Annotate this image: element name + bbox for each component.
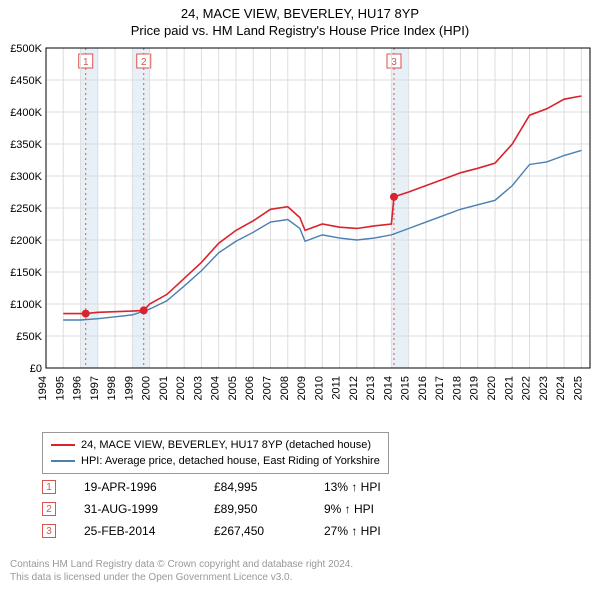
sale-date: 25-FEB-2014 bbox=[84, 524, 214, 538]
svg-text:2003: 2003 bbox=[192, 376, 204, 400]
sale-marker: 1 bbox=[42, 480, 56, 494]
svg-text:£300K: £300K bbox=[10, 171, 42, 183]
sales-table: 1 19-APR-1996£84,99513% ↑ HPI 2 31-AUG-1999… bbox=[42, 476, 424, 542]
svg-text:2012: 2012 bbox=[348, 376, 360, 400]
svg-text:2019: 2019 bbox=[469, 376, 481, 400]
svg-text:3: 3 bbox=[391, 57, 397, 68]
svg-text:2020: 2020 bbox=[486, 376, 498, 400]
svg-text:2022: 2022 bbox=[521, 376, 533, 400]
svg-text:1995: 1995 bbox=[54, 376, 66, 400]
svg-text:£0: £0 bbox=[30, 363, 42, 375]
svg-text:1999: 1999 bbox=[123, 376, 135, 400]
legend-label: HPI: Average price, detached house, East… bbox=[81, 455, 380, 467]
legend-label: 24, MACE VIEW, BEVERLEY, HU17 8YP (detac… bbox=[81, 439, 371, 451]
svg-text:2024: 2024 bbox=[555, 376, 567, 400]
svg-text:2018: 2018 bbox=[451, 376, 463, 400]
svg-text:2023: 2023 bbox=[538, 376, 550, 400]
svg-text:£100K: £100K bbox=[10, 299, 42, 311]
price-chart: 1 2 3 £0 £50K £100K £150K £200K £250K £300K £350K £… bbox=[0, 42, 600, 422]
svg-text:£200K: £200K bbox=[10, 235, 42, 247]
sale-row: 3 25-FEB-2014£267,45027% ↑ HPI bbox=[42, 520, 424, 542]
svg-text:2008: 2008 bbox=[279, 376, 291, 400]
svg-text:2009: 2009 bbox=[296, 376, 308, 400]
sale-price: £84,995 bbox=[214, 480, 324, 494]
svg-text:2016: 2016 bbox=[417, 376, 429, 400]
svg-text:1996: 1996 bbox=[72, 376, 84, 400]
svg-text:2025: 2025 bbox=[572, 376, 584, 400]
title-address: 24, MACE VIEW, BEVERLEY, HU17 8YP bbox=[0, 6, 600, 21]
svg-text:2011: 2011 bbox=[331, 376, 343, 400]
footer-line2: This data is licensed under the Open Gov… bbox=[10, 571, 353, 584]
svg-text:2004: 2004 bbox=[210, 376, 222, 400]
svg-text:2013: 2013 bbox=[365, 376, 377, 400]
legend-swatch bbox=[51, 444, 75, 446]
svg-text:£400K: £400K bbox=[10, 107, 42, 119]
sale-price: £89,950 bbox=[214, 502, 324, 516]
sale-pct: 13% ↑ HPI bbox=[324, 480, 424, 494]
svg-text:2021: 2021 bbox=[503, 376, 515, 400]
sale-marker: 3 bbox=[42, 524, 56, 538]
title-subtitle: Price paid vs. HM Land Registry's House … bbox=[0, 23, 600, 38]
svg-text:£350K: £350K bbox=[10, 139, 42, 151]
svg-text:2000: 2000 bbox=[141, 376, 153, 400]
sale-row: 2 31-AUG-1999£89,9509% ↑ HPI bbox=[42, 498, 424, 520]
legend-item: HPI: Average price, detached house, East… bbox=[51, 453, 380, 469]
svg-text:£250K: £250K bbox=[10, 203, 42, 215]
svg-text:1994: 1994 bbox=[37, 376, 49, 400]
svg-text:1998: 1998 bbox=[106, 376, 118, 400]
svg-text:£450K: £450K bbox=[10, 75, 42, 87]
svg-text:£50K: £50K bbox=[16, 331, 42, 343]
svg-text:2006: 2006 bbox=[244, 376, 256, 400]
sale-row: 1 19-APR-1996£84,99513% ↑ HPI bbox=[42, 476, 424, 498]
sale-price: £267,450 bbox=[214, 524, 324, 538]
svg-text:1997: 1997 bbox=[89, 376, 101, 400]
legend-swatch bbox=[51, 460, 75, 462]
sale-date: 19-APR-1996 bbox=[84, 480, 214, 494]
footer-line1: Contains HM Land Registry data © Crown c… bbox=[10, 558, 353, 571]
legend-item: 24, MACE VIEW, BEVERLEY, HU17 8YP (detac… bbox=[51, 437, 380, 453]
svg-text:2007: 2007 bbox=[262, 376, 274, 400]
svg-text:2015: 2015 bbox=[400, 376, 412, 400]
svg-text:2010: 2010 bbox=[313, 376, 325, 400]
sale-pct: 27% ↑ HPI bbox=[324, 524, 424, 538]
svg-text:2005: 2005 bbox=[227, 376, 239, 400]
svg-text:1: 1 bbox=[83, 57, 89, 68]
sale-marker: 2 bbox=[42, 502, 56, 516]
footer-attribution: Contains HM Land Registry data © Crown c… bbox=[10, 558, 353, 584]
svg-text:2017: 2017 bbox=[434, 376, 446, 400]
chart-titles: 24, MACE VIEW, BEVERLEY, HU17 8YP Price … bbox=[0, 0, 600, 38]
svg-text:2014: 2014 bbox=[382, 376, 394, 400]
svg-text:£500K: £500K bbox=[10, 43, 42, 55]
svg-text:2: 2 bbox=[141, 57, 147, 68]
svg-text:2002: 2002 bbox=[175, 376, 187, 400]
sale-pct: 9% ↑ HPI bbox=[324, 502, 424, 516]
svg-text:£150K: £150K bbox=[10, 267, 42, 279]
legend: 24, MACE VIEW, BEVERLEY, HU17 8YP (detac… bbox=[42, 432, 389, 474]
svg-text:2001: 2001 bbox=[158, 376, 170, 400]
sale-date: 31-AUG-1999 bbox=[84, 502, 214, 516]
